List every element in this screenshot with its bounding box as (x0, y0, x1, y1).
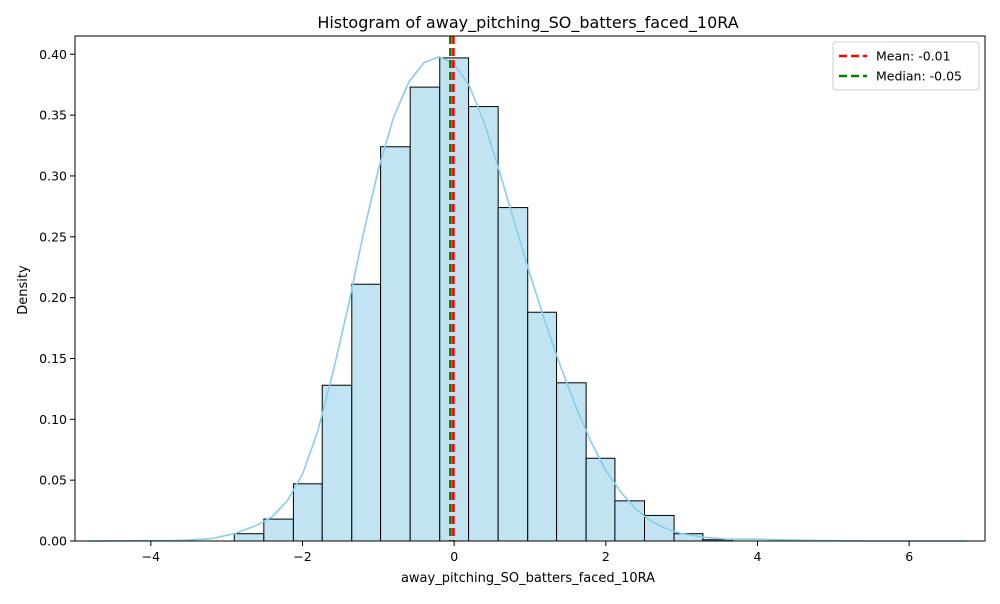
x-tick-label: 6 (905, 549, 913, 564)
axes-group: −4 −2 0 2 4 6 0.00 0.05 0.10 0.15 0.20 0.25 0.30 0.35… (39, 35, 986, 564)
histogram-bar (292, 483, 323, 542)
histogram-bar (351, 283, 382, 542)
y-tick-label: 0.30 (39, 168, 67, 183)
x-tick-label: −2 (293, 549, 311, 564)
y-tick-label: 0.25 (39, 229, 67, 244)
x-tick-label: 2 (602, 549, 610, 564)
reference-lines-group (449, 36, 455, 541)
bars-group (233, 57, 733, 542)
histogram-bar (321, 384, 353, 542)
x-tick-label: −4 (142, 549, 160, 564)
y-tick-label: 0.00 (39, 534, 67, 549)
y-tick-label: 0.20 (39, 290, 67, 305)
histogram-bar (527, 311, 558, 542)
y-tick-label: 0.15 (39, 351, 67, 366)
y-tick-label: 0.05 (39, 473, 67, 488)
x-axis-label: away_pitching_SO_batters_faced_10RA (401, 571, 655, 586)
legend-label-mean: Mean: -0.01 (876, 49, 951, 64)
x-tick-label: 0 (450, 549, 458, 564)
x-tick-label: 4 (754, 549, 762, 564)
plot-frame (74, 35, 986, 542)
histogram-bar (409, 86, 441, 542)
legend-label-median: Median: -0.05 (876, 69, 962, 84)
chart-title: Histogram of away_pitching_SO_batters_fa… (317, 13, 738, 33)
histogram-bar (233, 533, 265, 542)
kde-group (87, 55, 967, 542)
y-tick-label: 0.35 (39, 108, 67, 123)
y-tick-label: 0.10 (39, 412, 67, 427)
histogram-bar (556, 382, 587, 542)
histogram-bar (468, 106, 499, 542)
histogram-bar (585, 457, 616, 542)
legend: Mean: -0.01 Median: -0.05 (832, 41, 980, 91)
y-tick-label: 0.40 (39, 47, 67, 62)
histogram-bar (380, 146, 411, 542)
histogram-bar (263, 518, 294, 542)
y-axis-label: Density (16, 265, 31, 315)
histogram-bar (497, 207, 529, 542)
kde-curve (87, 55, 967, 542)
histogram-bar (614, 500, 646, 542)
legend-box (832, 41, 980, 91)
